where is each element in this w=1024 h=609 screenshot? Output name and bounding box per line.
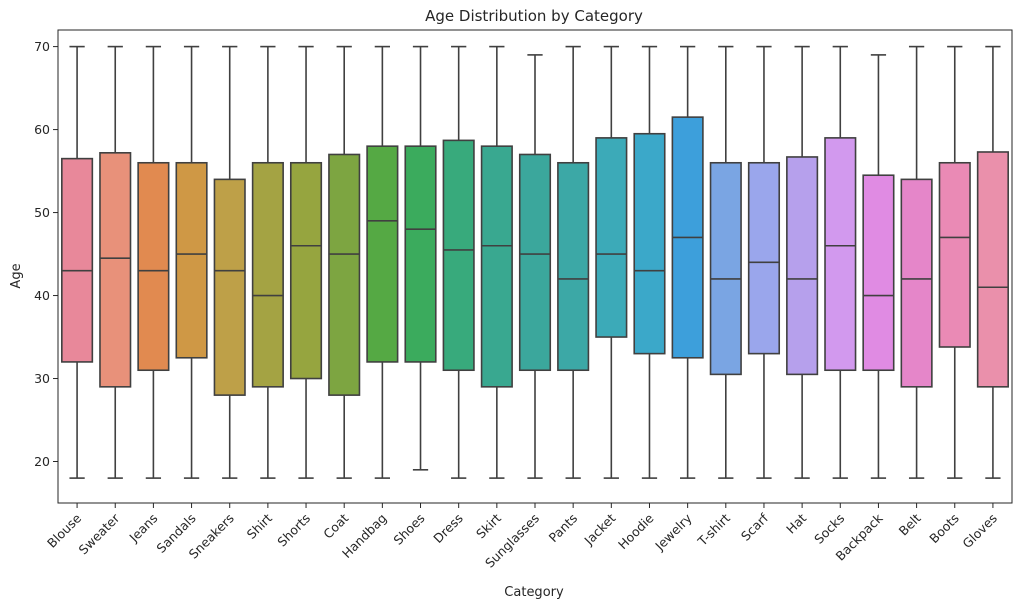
x-tick-label: Sweater bbox=[76, 510, 123, 557]
y-axis-label: Age bbox=[9, 263, 24, 288]
box-belt bbox=[900, 178, 933, 388]
box-shorts bbox=[289, 161, 323, 380]
y-tick-label: 20 bbox=[34, 454, 50, 469]
box-dress bbox=[442, 139, 475, 372]
box-sunglasses bbox=[518, 153, 552, 372]
x-tick-label: Skirt bbox=[473, 510, 504, 541]
x-tick-label: T-shirt bbox=[694, 510, 733, 549]
box-hat bbox=[786, 156, 819, 376]
box-socks bbox=[824, 137, 857, 372]
x-tick-label: Scarf bbox=[738, 510, 772, 544]
x-tick-label: Belt bbox=[896, 510, 924, 538]
box-shirt bbox=[251, 161, 284, 388]
box-hoodie bbox=[633, 132, 666, 355]
y-tick-label: 70 bbox=[34, 39, 50, 54]
box-coat bbox=[328, 153, 361, 396]
x-tick-label: Hoodie bbox=[615, 510, 657, 552]
chart-title: Age Distribution by Category bbox=[425, 7, 643, 25]
box-backpack bbox=[862, 174, 895, 372]
box-pants bbox=[557, 161, 590, 372]
x-tick-label: Shorts bbox=[274, 511, 313, 550]
y-tick-label: 50 bbox=[34, 205, 50, 220]
box-jacket bbox=[595, 137, 628, 338]
box-t-shirt bbox=[709, 161, 742, 376]
box-scarf bbox=[747, 161, 781, 355]
box-jeans bbox=[137, 161, 170, 372]
x-tick-label: Coat bbox=[320, 510, 351, 541]
box-sandals bbox=[175, 161, 208, 359]
box-blouse bbox=[61, 157, 94, 363]
box-handbag bbox=[366, 145, 399, 363]
x-tick-label: Hat bbox=[783, 510, 809, 536]
y-tick-label: 60 bbox=[34, 122, 50, 137]
x-axis-label: Category bbox=[504, 585, 564, 600]
box-skirt bbox=[480, 145, 513, 388]
y-tick-label: 40 bbox=[34, 288, 50, 303]
x-tick-label: Jewelry bbox=[651, 510, 695, 554]
x-tick-label: Jacket bbox=[581, 510, 619, 548]
x-tick-label: Shirt bbox=[244, 510, 275, 541]
x-tick-label: Boots bbox=[926, 511, 962, 547]
x-tick-label: Jeans bbox=[126, 511, 161, 546]
x-tick-label: Pants bbox=[546, 511, 581, 546]
box-shoes bbox=[404, 145, 437, 363]
y-tick-label: 30 bbox=[34, 371, 50, 386]
x-tick-label: Socks bbox=[811, 511, 847, 547]
x-tick-label: Shoes bbox=[390, 511, 427, 548]
box-sweater bbox=[99, 152, 132, 388]
box-boots bbox=[938, 161, 971, 348]
x-tick-label: Dress bbox=[430, 511, 466, 547]
x-tick-label: Gloves bbox=[959, 511, 1000, 552]
box-gloves bbox=[976, 151, 1009, 388]
box-sneakers bbox=[213, 178, 246, 396]
